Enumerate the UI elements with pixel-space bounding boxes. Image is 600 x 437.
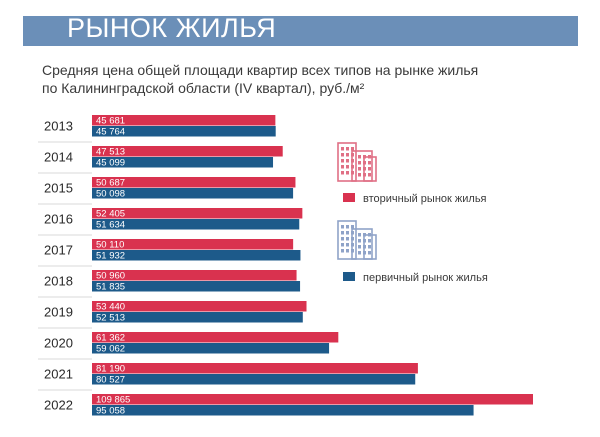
data-label-primary: 51 932 <box>96 251 125 262</box>
data-label-secondary: 109 865 <box>96 395 130 406</box>
legend-label-primary: первичный рынок жилья <box>363 272 488 284</box>
year-label: 2013 <box>44 119 73 134</box>
data-label-secondary: 47 513 <box>96 147 125 158</box>
data-label-secondary: 50 110 <box>96 240 124 251</box>
bar-secondary <box>92 115 276 126</box>
subtitle-line-1: Средняя цена общей площади квартир всех … <box>42 62 479 78</box>
bar-secondary <box>92 394 533 405</box>
subtitle-line-2: по Калининградской области (IV квартал),… <box>42 80 365 96</box>
data-label-primary: 50 098 <box>96 189 125 200</box>
bar-secondary <box>92 208 303 219</box>
bar-primary <box>92 219 300 230</box>
bar-primary <box>92 157 274 168</box>
year-label: 2014 <box>44 150 73 165</box>
year-label: 2019 <box>44 305 73 320</box>
bar-secondary <box>92 332 339 343</box>
building-icon-secondary <box>337 142 377 182</box>
year-label: 2020 <box>44 336 73 351</box>
legend-label-secondary: вторичный рынок жилья <box>363 193 487 205</box>
bar-primary <box>92 281 301 292</box>
bar-secondary <box>92 270 297 281</box>
year-label: 2022 <box>44 398 73 413</box>
bar-primary <box>92 250 301 261</box>
data-label-primary: 51 634 <box>96 220 125 231</box>
data-label-secondary: 81 190 <box>96 364 125 375</box>
data-label-secondary: 50 687 <box>96 178 125 189</box>
bar-secondary <box>92 146 283 157</box>
title-banner <box>23 16 578 46</box>
bar-primary <box>92 126 276 137</box>
bar-primary <box>92 374 416 385</box>
bar-secondary <box>92 177 296 188</box>
bar-primary <box>92 188 294 199</box>
legend: вторичный рынок жилья первичный рынок жи… <box>337 142 488 284</box>
bar-primary <box>92 343 330 354</box>
bar-secondary <box>92 301 307 312</box>
data-label-primary: 95 058 <box>96 406 125 417</box>
data-label-secondary: 50 960 <box>96 271 125 282</box>
data-label-secondary: 45 681 <box>96 116 125 127</box>
data-label-primary: 80 527 <box>96 375 125 386</box>
year-label: 2015 <box>44 181 73 196</box>
data-label-primary: 45 099 <box>96 158 125 169</box>
bar-secondary <box>92 239 294 250</box>
bar-primary <box>92 312 303 323</box>
chart-subtitle: Средняя цена общей площади квартир всех … <box>42 61 562 97</box>
year-label: 2018 <box>44 274 73 289</box>
year-label: 2017 <box>44 243 73 258</box>
data-label-secondary: 52 405 <box>96 209 125 220</box>
data-label-primary: 59 062 <box>96 344 125 355</box>
building-icon-primary <box>337 220 377 260</box>
bar-secondary <box>92 363 418 374</box>
legend-swatch-primary <box>343 272 355 281</box>
year-label: 2021 <box>44 367 73 382</box>
year-label: 2016 <box>44 212 73 227</box>
page-title: РЫНОК ЖИЛЬЯ <box>67 13 277 43</box>
data-label-primary: 51 835 <box>96 282 125 293</box>
data-label-secondary: 61 362 <box>96 333 125 344</box>
data-label-primary: 45 764 <box>96 127 125 138</box>
legend-swatch-secondary <box>343 193 355 202</box>
data-label-secondary: 53 440 <box>96 302 125 313</box>
data-label-primary: 52 513 <box>96 313 125 324</box>
bar-primary <box>92 405 474 416</box>
